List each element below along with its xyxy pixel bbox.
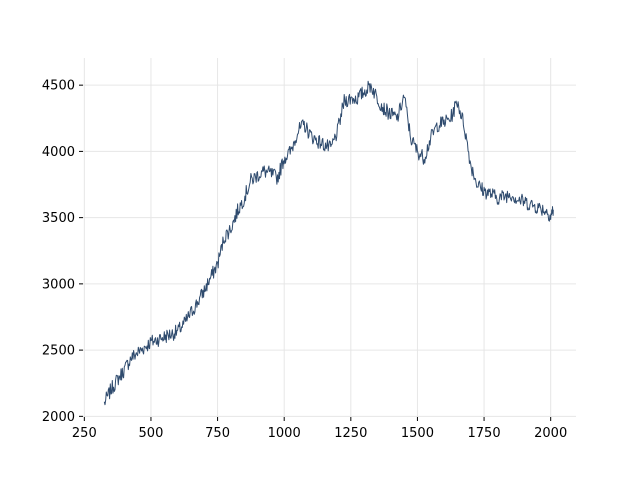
x-tick-label: 1750 [468, 426, 501, 441]
grid-lines [83, 58, 576, 417]
x-tick-label: 1250 [334, 426, 367, 441]
axes: 250 500 750 1000 1250 1500 1750 2000 2000 2500 300… [42, 79, 567, 441]
x-tick-label: 1000 [268, 426, 301, 441]
x-tick-label: 500 [139, 426, 164, 441]
x-tick-label: 750 [205, 426, 230, 441]
x-tick-label: 2000 [534, 426, 567, 441]
y-tick-label: 4000 [42, 145, 75, 160]
x-tick-label: 250 [72, 426, 97, 441]
y-tick-label: 3500 [42, 211, 75, 226]
y-tick-label: 2500 [42, 344, 75, 359]
y-tick-label: 2000 [42, 410, 75, 425]
series-group [103, 80, 554, 406]
x-tick-label: 1500 [401, 426, 434, 441]
y-tick-label: 3000 [42, 277, 75, 292]
series-line [103, 80, 554, 406]
y-tick-label: 4500 [42, 79, 75, 94]
